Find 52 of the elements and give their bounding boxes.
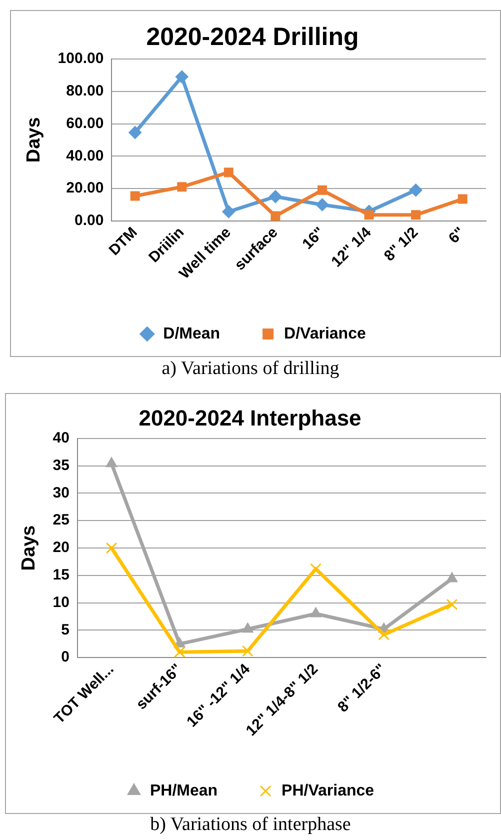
y-tick-label: 60.00: [66, 114, 104, 132]
legend-label: PH/Variance: [282, 782, 374, 800]
y-tick-label: 30: [52, 484, 70, 502]
legend-label: D/Variance: [284, 325, 366, 342]
point: [106, 457, 118, 468]
y-tick-label: 10: [52, 594, 70, 611]
point: [130, 191, 140, 201]
y-tick-label: 0.00: [74, 212, 104, 230]
y-tick-label: 25: [52, 512, 70, 529]
y-tick-label: 5: [61, 621, 70, 638]
point: [446, 598, 458, 610]
point: [106, 542, 118, 554]
point: [316, 198, 329, 212]
point: [268, 190, 282, 204]
y-tick-label: 40: [52, 430, 70, 447]
text: a) Variations of drilling: [160, 358, 340, 380]
point: [242, 645, 254, 657]
point: [242, 622, 254, 633]
point: [224, 168, 234, 178]
y-tick-label: 35: [52, 456, 70, 474]
x-tick-label: 6": [445, 224, 468, 247]
y-tick-label: 100.00: [58, 50, 104, 68]
y-tick-label: 0: [61, 648, 70, 666]
y-tick-label: 40.00: [66, 147, 104, 164]
legend-label: D/Mean: [163, 325, 220, 342]
y-tick-label: 15: [52, 566, 70, 584]
y-tick-label: 20.00: [66, 180, 104, 197]
y-axis-title: Days: [18, 525, 40, 571]
x-tick-label: 16": [299, 224, 328, 253]
point: [174, 646, 186, 658]
legend-label: PH/Mean: [150, 782, 218, 800]
point: [364, 210, 374, 220]
point: [411, 210, 421, 220]
point: [175, 70, 188, 84]
x-tick-label: 8" 1/2: [380, 224, 422, 265]
y-axis-title: Days: [24, 117, 45, 163]
chart-title: 2020-2024 Drilling: [146, 22, 359, 51]
point: [378, 628, 390, 640]
x-tick-label: 12" 1/4: [328, 224, 376, 271]
chart-title: 2020-2024 Interphase: [138, 405, 362, 430]
text: b) Variations of interphase: [149, 814, 352, 836]
point: [317, 185, 327, 195]
point: [310, 607, 322, 618]
point: [222, 205, 236, 218]
y-tick-label: 80.00: [66, 82, 104, 100]
point: [458, 194, 468, 204]
point: [128, 126, 142, 140]
point: [270, 211, 280, 221]
point: [409, 184, 422, 197]
point: [446, 572, 458, 582]
y-tick-label: 20: [52, 539, 70, 556]
point: [177, 182, 187, 192]
